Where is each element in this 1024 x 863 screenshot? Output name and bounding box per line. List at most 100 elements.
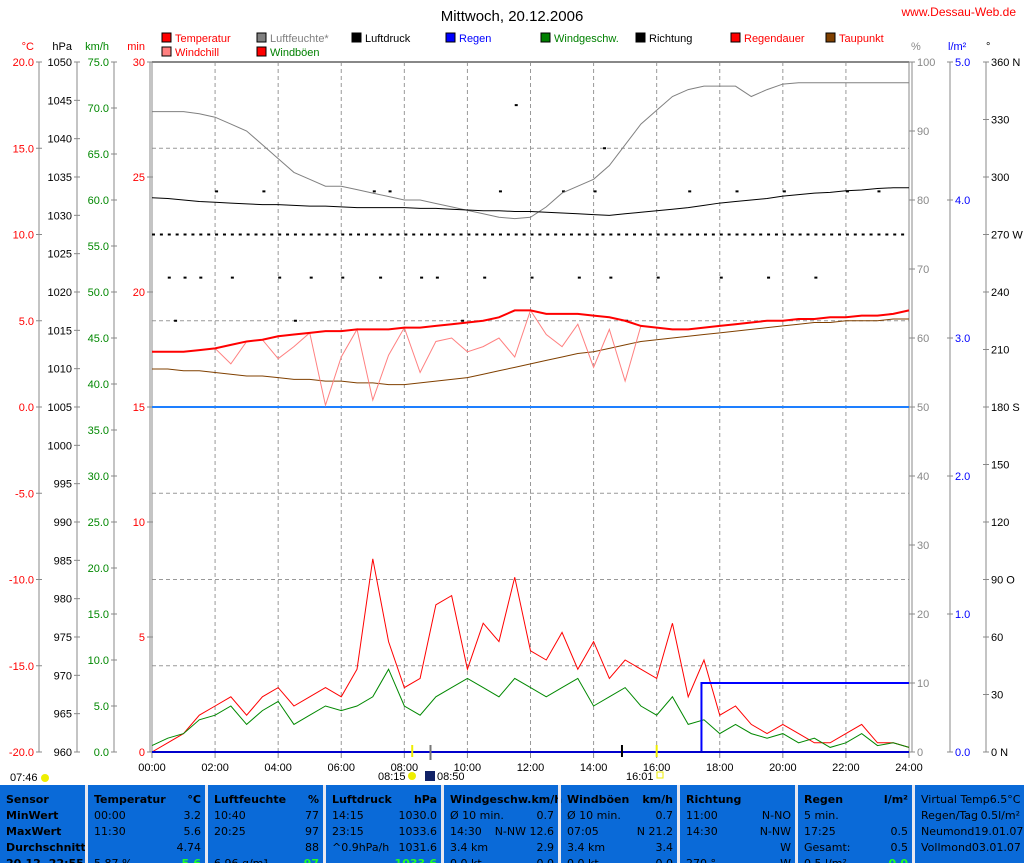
direction-dot: [577, 276, 581, 279]
direction-dot: [814, 233, 818, 236]
direction-dot: [554, 233, 558, 236]
cell-label: 5.87 %: [94, 857, 132, 863]
direction-dot: [174, 319, 178, 322]
cell-value: 1030.0: [398, 809, 438, 822]
direction-dot: [798, 233, 802, 236]
direction-dot: [230, 233, 234, 236]
axis-tick-kmh: 10.0: [88, 655, 109, 667]
cell-value: N-NW 12.6: [494, 825, 554, 838]
direction-dot: [380, 233, 384, 236]
legend-swatch: [256, 46, 267, 57]
axis-unit-min: min: [127, 41, 145, 53]
axis-tick-celsius: 0.0: [19, 402, 34, 414]
direction-dot: [341, 233, 345, 236]
legend-swatch: [161, 46, 172, 57]
direction-dot: [719, 233, 723, 236]
direction-dot: [577, 233, 581, 236]
direction-dot: [207, 233, 211, 236]
direction-dot: [506, 233, 510, 236]
table-column: Windböen km/h Ø 10 min. 0.7 07:05 N 21.2 3.4 k…: [558, 785, 677, 863]
axis-tick-hpa: 1035: [48, 172, 72, 184]
axis-tick-kmh: 30.0: [88, 471, 109, 483]
axis-tick-min: 30: [133, 57, 145, 69]
direction-dot: [648, 233, 652, 236]
time-tick: 10:00: [454, 762, 482, 774]
sunset-time: 16:01: [626, 771, 654, 783]
direction-dot: [293, 319, 297, 322]
time-tick: 14:00: [580, 762, 608, 774]
column-header: Sensor: [6, 793, 81, 809]
table-row: 20.12. 22:55: [6, 857, 84, 863]
time-tick: 20:00: [769, 762, 797, 774]
axis-tick-celsius: 20.0: [13, 57, 34, 69]
axis-tick-kmh: 25.0: [88, 517, 109, 529]
cell-value: 88: [305, 841, 319, 854]
axis-tick-deg: 90 O: [991, 575, 1015, 587]
direction-dot: [530, 233, 534, 236]
column-header: Luftdruck hPa: [332, 793, 437, 809]
cell-value: 0.7: [536, 809, 555, 822]
direction-dot: [230, 276, 234, 279]
cell-value: 3.4: [655, 841, 674, 854]
direction-dot: [246, 233, 250, 236]
table-row: 14:30 N-NW: [686, 825, 791, 841]
direction-dot: [199, 276, 203, 279]
table-row: Ø 10 min. 0.7: [450, 809, 554, 825]
cell-value: 6.5°C: [989, 793, 1021, 806]
direction-dot: [262, 190, 266, 193]
direction-dot: [538, 233, 542, 236]
axis-tick-min: 10: [133, 517, 145, 529]
pressure-line: [151, 187, 909, 216]
cell-label: MinWert: [6, 809, 59, 822]
cell-label: Durchschnitt: [6, 841, 86, 854]
direction-dot: [703, 233, 707, 236]
table-row: MinWert: [6, 809, 81, 825]
direction-dot: [759, 233, 763, 236]
axis-tick-deg: 120: [991, 517, 1009, 529]
axis-unit-celsius: °C: [22, 41, 34, 53]
direction-dot: [159, 233, 163, 236]
direction-dot: [814, 276, 818, 279]
direction-dot: [625, 233, 629, 236]
time-tick: 18:00: [706, 762, 734, 774]
axis-tick-rain: 1.0: [955, 609, 970, 621]
direction-dot: [301, 233, 305, 236]
axis-tick-deg: 330: [991, 115, 1009, 127]
table-row: 11:00 N-NO: [686, 809, 791, 825]
direction-dot: [278, 276, 282, 279]
direction-dot: [404, 233, 408, 236]
cell-label: Gesamt:: [804, 841, 851, 854]
cell-value: W: [780, 841, 791, 854]
axis-tick-percent: 10: [917, 678, 929, 690]
direction-dot: [420, 233, 424, 236]
direction-dot: [183, 276, 187, 279]
direction-dot: [286, 233, 290, 236]
axis-tick-deg: 300: [991, 172, 1009, 184]
table-column: Sensor MinWert MaxWert Durchschnitt 20.12. 2…: [0, 785, 86, 863]
cell-value: N 21.2: [636, 825, 673, 838]
cell-value: 19.01.07: [974, 825, 1024, 838]
direction-dot: [412, 233, 416, 236]
axis-tick-min: 0: [139, 747, 145, 759]
column-title: Richtung: [686, 793, 742, 806]
cell-label: 270 °: [686, 857, 716, 863]
axis-tick-rain: 2.0: [955, 471, 970, 483]
direction-dot: [593, 233, 597, 236]
direction-dot: [498, 190, 502, 193]
legend-label: Luftfeuchte*: [270, 33, 329, 45]
legend-swatch: [730, 32, 741, 43]
axis-tick-rain: 5.0: [955, 57, 970, 69]
axis-tick-deg: 30: [991, 690, 1003, 702]
axis-tick-kmh: 45.0: [88, 333, 109, 345]
cell-label: Ø 10 min.: [567, 809, 621, 822]
direction-dot: [838, 233, 842, 236]
axis-tick-kmh: 50.0: [88, 287, 109, 299]
column-unit: km/h: [642, 793, 673, 806]
sun-icon: [656, 771, 664, 779]
cell-value: 77: [305, 809, 319, 822]
cell-label: Vollmond: [921, 841, 972, 854]
legend-swatch: [351, 32, 362, 43]
column-title: Luftfeuchte: [214, 793, 287, 806]
direction-dot: [885, 233, 889, 236]
axis-tick-hpa: 980: [54, 594, 72, 606]
